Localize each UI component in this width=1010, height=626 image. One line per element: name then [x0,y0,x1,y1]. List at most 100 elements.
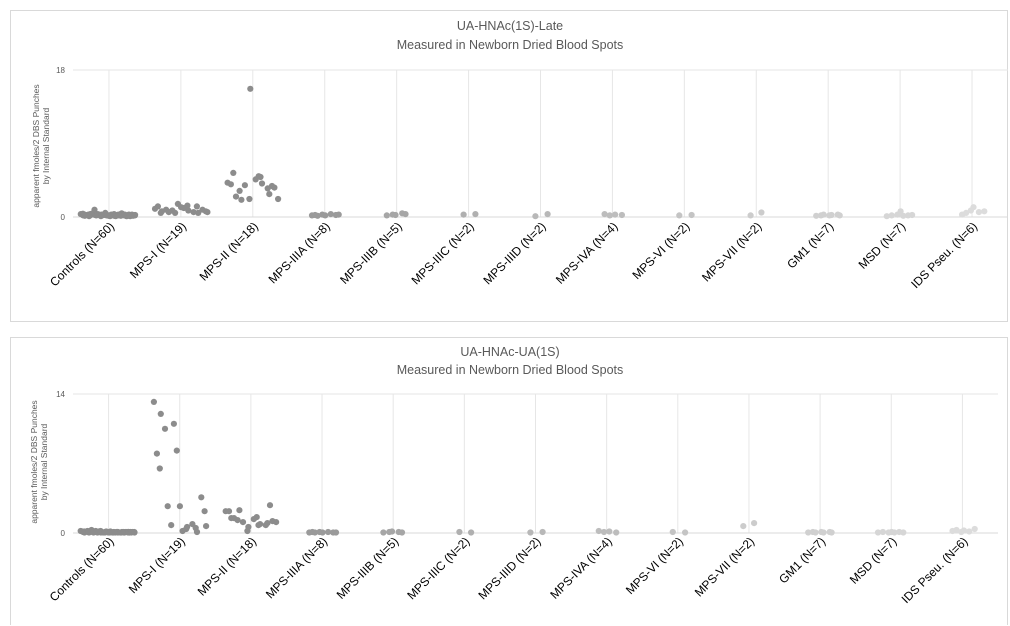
data-point [981,208,988,215]
data-point [258,180,266,187]
data-point [156,465,163,472]
data-point [740,523,747,530]
x-tick-label: MPS-IIID (N=2) [480,219,548,287]
data-point [153,450,160,457]
data-point [966,528,973,535]
data-point [150,398,157,405]
data-point [266,502,274,509]
data-point [897,208,904,215]
chart-subtitle: Measured in Newborn Dried Blood Spots [397,363,624,377]
x-tick-label: MPS-IIIA (N=8) [263,534,330,601]
data-point [544,211,551,218]
data-point [812,529,819,536]
x-tick-label: Controls (N=60) [47,219,117,289]
x-tick-label: MPS-IVA (N=4) [553,219,621,287]
data-point [246,195,253,203]
x-tick-label: MPS-IIID (N=2) [475,534,543,602]
data-point [257,521,264,528]
x-tick-label: MPS-IIIC (N=2) [409,219,477,287]
data-point [606,528,613,535]
data-point [327,211,334,218]
x-tick-label: MPS-II (N=18) [195,534,259,598]
x-tick-label: MPS-IIIC (N=2) [404,534,472,602]
data-point [900,529,907,536]
data-point [172,209,179,216]
data-point [273,519,280,526]
data-point [392,211,399,219]
data-point [253,514,260,521]
data-point [601,211,608,218]
chart-2: UA-HNAc-UA(1S) Measured in Newborn Dried … [29,345,998,606]
chart-panel-2: UA-HNAc-UA(1S) Measured in Newborn Dried … [10,337,1008,625]
chart-title: UA-HNAc-UA(1S) [460,345,559,359]
data-point [319,529,326,536]
data-point [227,181,234,188]
data-point [595,527,602,535]
data-point [468,529,475,536]
data-point [203,523,210,530]
data-point [953,526,960,534]
data-point [758,209,765,216]
data-point [131,212,138,219]
y-tick-label: 0 [61,213,66,222]
data-point [960,527,968,534]
data-point [532,213,539,220]
data-point [314,212,321,219]
data-point [970,204,977,211]
data-point [828,211,835,219]
data-point [820,211,827,218]
data-point [676,212,683,219]
y-tick-label: 18 [56,66,65,75]
data-point [828,529,835,536]
data-point [460,211,467,218]
x-tick-label: IDS Pseu. (N=6) [899,534,971,606]
data-point [874,529,882,536]
data-point [335,211,342,218]
data-point [91,206,98,213]
data-point [883,213,890,220]
data-point [184,523,191,531]
data-point [751,520,758,527]
data-point [275,195,282,203]
data-point [311,529,318,536]
x-tick-label: MPS-II (N=18) [197,219,261,283]
y-tick-label: 0 [61,529,66,538]
data-point [325,528,332,536]
y-tick-label: 14 [56,390,65,399]
x-tick-label: MPS-VII (N=2) [692,534,757,599]
chart-title: UA-HNAc(1S)-Late [457,19,563,33]
data-point [157,410,164,417]
data-point [176,503,183,510]
data-point [820,529,827,536]
data-point [612,211,619,218]
data-point [332,529,340,536]
x-tick-label: MPS-I (N=19) [127,219,189,281]
data-point [606,212,613,219]
data-point [322,212,329,219]
chart-subtitle: Measured in Newborn Dried Blood Spots [397,38,624,52]
data-point [184,202,191,209]
data-point [539,528,546,536]
data-point [185,207,192,214]
y-axis-label-line: apparent fmoles/2 DBS Punches [31,84,41,207]
y-axis-label-line: by Internal Standard [41,107,51,184]
data-point [682,529,689,536]
data-point [190,209,197,216]
data-point [198,494,205,501]
data-point [170,420,177,427]
data-point [402,211,409,218]
data-point [388,528,396,535]
data-point [613,529,620,536]
data-point [456,528,463,536]
data-point [669,528,676,536]
data-point [264,520,271,527]
data-point [879,528,887,536]
data-point [195,209,202,216]
data-point [813,212,820,219]
x-tick-label: IDS Pseu. (N=6) [908,219,980,291]
x-tick-label: MSD (N=7) [856,219,909,272]
data-point [241,182,248,189]
data-point [900,212,907,219]
data-point [398,529,406,536]
data-point [234,517,241,524]
